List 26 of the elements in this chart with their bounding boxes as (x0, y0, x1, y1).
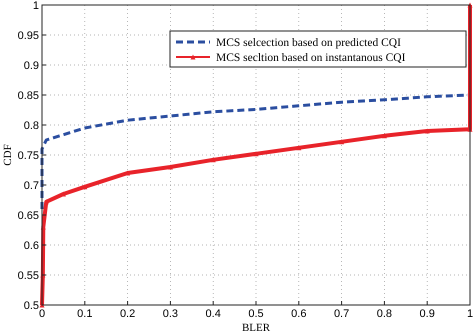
y-tick-label: 0.7 (24, 180, 39, 192)
y-tick-label: 0.5 (24, 300, 39, 312)
legend-label: MCS secltion based on instantanous CQI (216, 52, 406, 64)
legend-label: MCS selcection based on predicted CQI (216, 37, 402, 50)
x-tick-label: 1 (466, 308, 474, 320)
x-tick-label: 0 (38, 308, 46, 320)
x-tick-label: 0.5 (248, 308, 264, 320)
x-axis-title: BLER (242, 322, 271, 332)
x-tick-label: 0.3 (162, 308, 178, 320)
y-tick-label: 1 (32, 0, 39, 12)
y-tick-label: 0.95 (18, 30, 39, 42)
x-tick-label: 0.8 (376, 308, 392, 320)
y-tick-label: 0.9 (24, 60, 39, 72)
y-tick-label: 0.6 (24, 240, 39, 252)
x-tick-label: 0.4 (206, 308, 221, 320)
x-tick-label: 0.7 (334, 308, 350, 320)
x-tick-label: 0.1 (77, 308, 92, 320)
y-tick-label: 0.55 (18, 270, 39, 282)
x-tick-label: 0.2 (120, 308, 136, 320)
y-tick-label: 0.65 (18, 210, 39, 222)
y-tick-label: 0.85 (18, 90, 39, 102)
y-tick-label: 0.75 (18, 150, 39, 162)
y-tick-label: 0.8 (24, 120, 39, 132)
x-tick-label: 0.9 (420, 308, 435, 320)
x-tick-label: 0.6 (291, 308, 306, 320)
y-axis-title: CDF (2, 144, 14, 166)
